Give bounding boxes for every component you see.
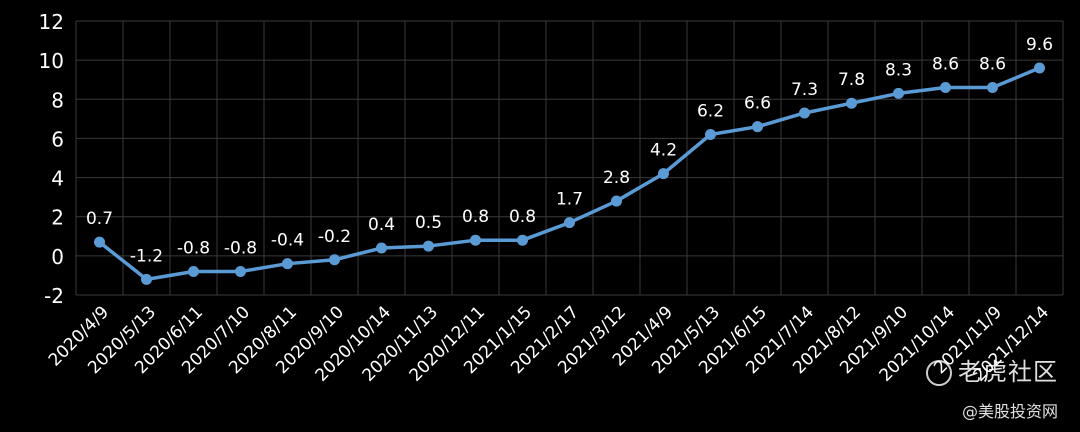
y-tick-label: 8 <box>51 88 64 112</box>
data-label: 8.3 <box>885 60 912 80</box>
y-tick-label: 0 <box>51 245 64 269</box>
data-point <box>141 273 152 285</box>
data-label: -0.8 <box>177 239 210 259</box>
watermark-logo: 老虎社区 <box>926 352 1058 387</box>
data-point <box>940 82 951 94</box>
data-point <box>423 240 434 252</box>
data-point <box>658 168 669 180</box>
data-label: 0.8 <box>462 207 489 227</box>
data-point <box>611 195 622 207</box>
grid-layer <box>75 20 1064 296</box>
tiger-logo-icon <box>926 360 952 386</box>
data-label: 9.6 <box>1026 35 1053 55</box>
data-label: 0.7 <box>86 209 113 229</box>
series-layer <box>94 62 1045 285</box>
y-tick-label: -2 <box>44 284 64 308</box>
data-label-layer: 0.7 -1.2 -0.8 -0.8 -0.4 -0.2 0.4 0.5 0.8 0.8 1.7 2.… <box>86 35 1053 266</box>
data-label: 0.4 <box>368 215 395 235</box>
data-point <box>1034 62 1045 74</box>
data-label: -0.8 <box>224 239 257 259</box>
y-tick-label: 4 <box>51 167 64 191</box>
data-point <box>705 129 716 141</box>
data-label: 4.2 <box>650 141 677 161</box>
y-tick-label: 10 <box>39 49 64 73</box>
data-label: 8.6 <box>979 55 1006 75</box>
data-point <box>893 87 904 99</box>
data-point <box>517 234 528 246</box>
data-label: 6.2 <box>697 102 724 122</box>
data-point <box>376 242 387 254</box>
data-label: -0.4 <box>271 231 304 251</box>
data-point <box>752 121 763 133</box>
data-label: 7.3 <box>791 80 818 100</box>
data-point <box>235 266 246 278</box>
data-label: 0.8 <box>509 207 536 227</box>
data-label: 2.8 <box>603 168 630 188</box>
data-point <box>846 97 857 109</box>
watermark-logo-text: 老虎社区 <box>958 358 1058 386</box>
watermark-subtext: @美股投资网 <box>961 402 1058 421</box>
data-label: 0.5 <box>415 213 442 233</box>
y-tick-label: 2 <box>51 206 64 230</box>
data-point <box>188 266 199 278</box>
data-label: -1.2 <box>130 246 163 266</box>
data-label: 8.6 <box>932 55 959 75</box>
y-tick-label: 12 <box>39 10 64 34</box>
data-label: 1.7 <box>556 190 583 210</box>
data-point <box>282 258 293 270</box>
data-label: -0.2 <box>318 227 351 247</box>
data-point <box>329 254 340 266</box>
data-label: 7.8 <box>838 70 865 90</box>
data-point <box>799 107 810 119</box>
data-point <box>470 234 481 246</box>
data-point <box>94 236 105 248</box>
data-point <box>987 82 998 94</box>
y-tick-label: 6 <box>51 127 64 151</box>
data-point <box>564 217 575 229</box>
data-label: 6.6 <box>744 94 771 114</box>
